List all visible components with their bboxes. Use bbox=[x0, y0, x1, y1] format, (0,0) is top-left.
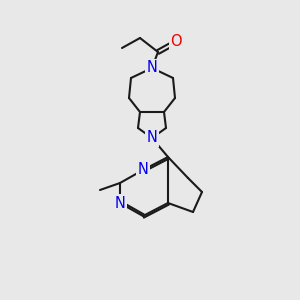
Text: N: N bbox=[138, 163, 148, 178]
Text: N: N bbox=[147, 61, 158, 76]
Text: O: O bbox=[170, 34, 182, 50]
Text: N: N bbox=[147, 130, 158, 146]
Text: N: N bbox=[115, 196, 125, 211]
